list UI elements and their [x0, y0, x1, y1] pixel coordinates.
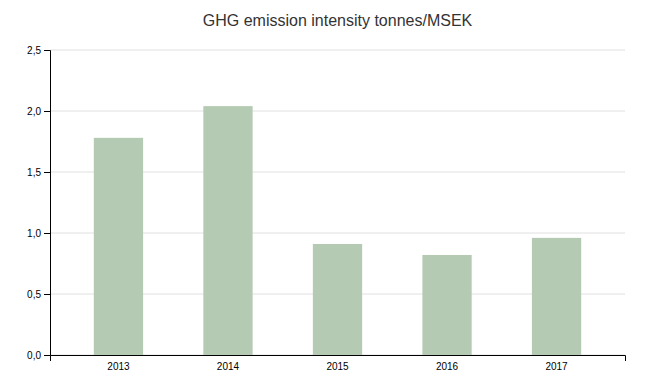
chart: GHG emission intensity tonnes/MSEK 0,0 0,5… [0, 0, 649, 391]
tick-mark [44, 233, 50, 234]
tick: 2017 [545, 361, 568, 372]
tick-label: 0,0 [27, 350, 41, 361]
bar [422, 255, 471, 355]
tick: 2015 [326, 361, 349, 372]
tick-label: 2013 [107, 361, 130, 372]
title: GHG emission intensity tonnes/MSEK [203, 12, 473, 29]
tick-label: 0,5 [27, 289, 41, 300]
bar [94, 138, 143, 355]
tick-label: 2017 [545, 361, 568, 372]
plot: 0,0 0,5 1,0 1,5 2,0 2,5 2013 2014 2015 2016 2017 [27, 45, 625, 372]
tick: 2016 [436, 361, 459, 372]
bars [94, 106, 581, 355]
tick: 0,5 [27, 289, 50, 300]
grid-line [50, 111, 625, 112]
tick-mark [44, 50, 50, 51]
tick: 2,5 [27, 45, 50, 56]
tick-label: 2,5 [27, 45, 41, 56]
tick: 0,0 [27, 350, 50, 361]
axis-line [44, 51, 51, 356]
grid [50, 50, 625, 355]
bar [532, 238, 581, 355]
tick: 1,5 [27, 167, 50, 178]
tick: 1,0 [27, 228, 50, 239]
x-axis: 2013 2014 2015 2016 2017 [51, 356, 626, 373]
tick: 2,0 [27, 106, 50, 117]
tick-mark [44, 355, 50, 356]
tick-label: 2014 [217, 361, 240, 372]
tick-mark [44, 111, 50, 112]
tick-label: 2016 [436, 361, 459, 372]
tick: 2013 [107, 361, 130, 372]
tick-mark [44, 294, 50, 295]
tick-label: 1,0 [27, 228, 41, 239]
bar [313, 244, 362, 355]
bar [203, 106, 252, 355]
tick-mark [44, 172, 50, 173]
tick-label: 2,0 [27, 106, 41, 117]
tick: 2014 [217, 361, 240, 372]
y-axis: 0,0 0,5 1,0 1,5 2,0 2,5 [27, 45, 50, 361]
tick-label: 2015 [326, 361, 349, 372]
grid-line [50, 50, 625, 51]
tick-label: 1,5 [27, 167, 41, 178]
